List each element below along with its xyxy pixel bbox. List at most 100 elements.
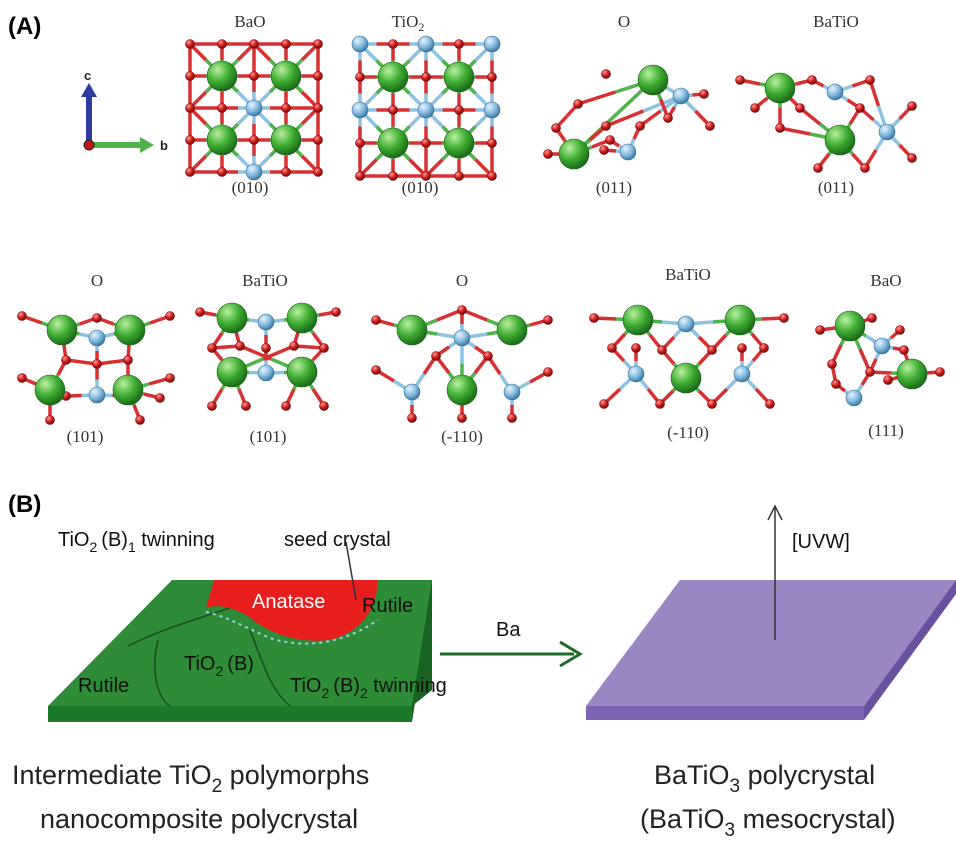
o-atom — [765, 399, 775, 409]
o-atom — [185, 39, 195, 49]
o-atom — [543, 367, 553, 377]
o-atom — [61, 355, 71, 365]
o-atom — [185, 167, 195, 177]
o-atom — [185, 103, 195, 113]
o-atom — [883, 375, 893, 385]
crystal-structures — [17, 35, 945, 425]
o-atom — [388, 105, 398, 115]
ba-atom — [670, 362, 702, 394]
ti-atom — [351, 101, 369, 119]
o-atom — [607, 343, 617, 353]
structure-label-bao-111: BaO — [870, 271, 901, 290]
ba-atom — [114, 314, 146, 346]
o-atom — [217, 39, 227, 49]
o-atom — [507, 413, 517, 423]
o-atom — [599, 145, 609, 155]
ti-atom — [257, 364, 275, 382]
rutile-right-label: Rutile — [362, 595, 413, 617]
twinning-2-label: TiO2 (B)2 twinning — [290, 675, 447, 701]
o-atom — [483, 351, 493, 361]
o-atom — [655, 399, 665, 409]
o-atom — [407, 413, 417, 423]
plate-front-side — [48, 706, 412, 722]
anatase-region — [206, 580, 378, 641]
o-atom — [865, 75, 875, 85]
ti-atom — [245, 99, 263, 117]
o-atom — [601, 69, 611, 79]
o-atom — [543, 149, 553, 159]
plate-purple-top — [586, 580, 956, 706]
o-atom — [17, 311, 27, 321]
ba-atom — [446, 374, 478, 406]
o-atom — [705, 121, 715, 131]
o-atom — [331, 307, 341, 317]
ti-atom — [627, 365, 645, 383]
ti-atom — [619, 143, 637, 161]
uvw-label: [UVW] — [792, 531, 850, 553]
batio3-plate — [586, 504, 956, 720]
tio2b-label: TiO2 (B) — [184, 653, 254, 679]
o-atom — [421, 171, 431, 181]
o-atom — [454, 105, 464, 115]
ti-atom — [873, 337, 891, 355]
o-atom — [217, 167, 227, 177]
o-atom — [631, 343, 641, 353]
o-atom — [899, 345, 909, 355]
caption-right-line2: (BaTiO3 mesocrystal) — [640, 804, 896, 841]
structure-label-tio2-010: TiO2 — [392, 12, 425, 34]
ba-atom — [216, 356, 248, 388]
o-atom — [313, 103, 323, 113]
o-atom — [657, 345, 667, 355]
o-atom — [319, 343, 329, 353]
o-atom — [831, 379, 841, 389]
ti-atom — [733, 365, 751, 383]
seed-crystal-pointer — [345, 541, 357, 601]
o-atom — [207, 343, 217, 353]
ba-atom — [443, 127, 475, 159]
ba-atom — [286, 356, 318, 388]
ba-atom — [206, 124, 238, 156]
ba-atom — [216, 302, 248, 334]
o-atom — [589, 313, 599, 323]
o-atom — [807, 75, 817, 85]
o-atom — [487, 72, 497, 82]
ba-atom — [622, 304, 654, 336]
o-atom — [935, 367, 945, 377]
polycrystal-plate — [48, 541, 432, 722]
ba-atom — [34, 374, 66, 406]
o-atom — [487, 138, 497, 148]
o-atom — [355, 72, 365, 82]
ba-label: Ba — [496, 619, 521, 641]
o-atom — [487, 171, 497, 181]
ti-atom — [257, 313, 275, 331]
bond — [605, 109, 645, 128]
o-atom — [573, 99, 583, 109]
ti-atom — [417, 35, 435, 53]
o-atom — [813, 163, 823, 173]
o-atom — [750, 103, 760, 113]
o-atom — [195, 307, 205, 317]
o-atom — [289, 341, 299, 351]
caption-right-line1: BaTiO3 polycrystal — [654, 760, 875, 797]
o-atom — [17, 373, 27, 383]
o-atom — [551, 123, 561, 133]
ti-atom — [878, 123, 896, 141]
ba-atom — [824, 124, 856, 156]
o-atom — [601, 121, 611, 131]
ti-atom — [403, 383, 421, 401]
o-atom — [281, 103, 291, 113]
ba-atom — [558, 138, 590, 170]
ti-atom — [245, 163, 263, 181]
ba-atom — [112, 374, 144, 406]
o-atom — [779, 313, 789, 323]
o-atom — [249, 39, 259, 49]
ti-atom — [483, 35, 501, 53]
miller-index-label: (011) — [596, 178, 632, 197]
structure-label-batio-101: BaTiO — [242, 271, 288, 290]
bond — [262, 344, 295, 361]
o-atom — [663, 113, 673, 123]
panel-label-a: (A) — [8, 13, 41, 40]
structure-label-bao-010: BaO — [234, 12, 265, 31]
o-atom — [707, 345, 717, 355]
miller-index-label: (-110) — [667, 423, 709, 442]
